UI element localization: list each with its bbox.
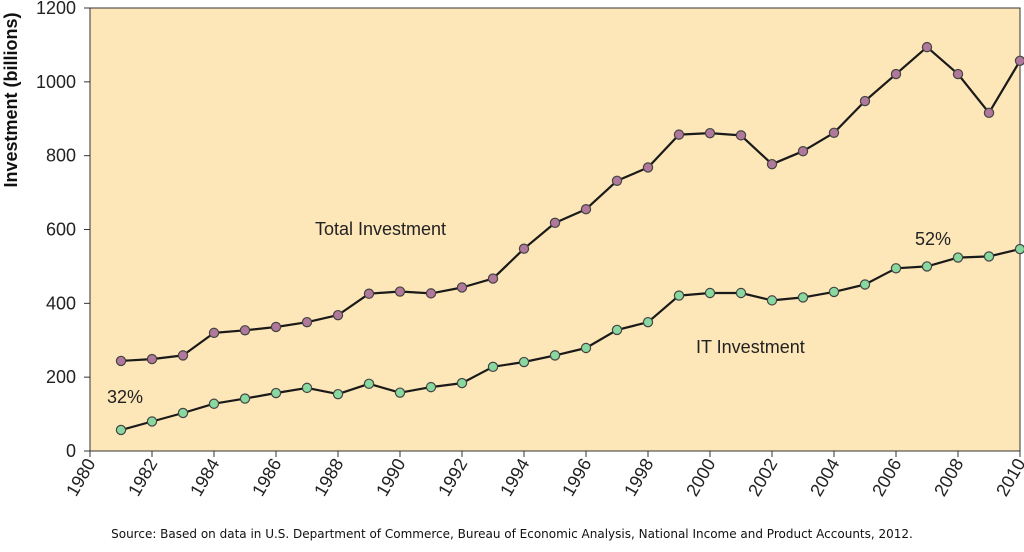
y-tick-label: 1200 <box>36 0 76 18</box>
y-tick-label: 400 <box>46 293 76 313</box>
data-point <box>208 327 220 339</box>
annotation-start-share: 32% <box>107 387 143 407</box>
data-point <box>115 355 127 367</box>
data-point <box>239 393 251 404</box>
data-point <box>704 287 716 299</box>
x-tick-label: 1988 <box>310 455 347 500</box>
source-note: Source: Based on data in U.S. Department… <box>111 527 913 541</box>
series-lines <box>120 45 1021 432</box>
data-point <box>208 398 220 409</box>
series-line-1 <box>120 248 1021 432</box>
y-tick-label: 0 <box>66 441 76 461</box>
data-point <box>983 251 995 262</box>
data-point <box>518 356 530 368</box>
x-axis-ticks: 1980 1982 1984 1986 1988 1990 1992 1994 1996 1998… <box>62 451 1024 500</box>
data-point <box>456 377 468 389</box>
data-point <box>332 388 344 400</box>
y-tick-label: 600 <box>46 220 76 240</box>
data-point <box>921 261 933 272</box>
data-point <box>673 290 685 301</box>
data-point <box>394 387 406 398</box>
x-tick-label: 2008 <box>930 455 967 500</box>
data-point <box>828 286 840 298</box>
data-point <box>611 175 623 186</box>
series-label-it-investment: IT Investment <box>696 337 805 357</box>
data-point <box>177 407 189 419</box>
data-point <box>642 162 654 173</box>
data-point <box>270 387 282 399</box>
data-point <box>456 282 468 293</box>
data-point <box>301 316 313 328</box>
x-tick-label: 2006 <box>868 455 905 500</box>
data-point <box>890 263 902 274</box>
data-point <box>797 146 809 157</box>
x-tick-label: 2010 <box>992 455 1024 500</box>
x-tick-label: 1990 <box>372 455 409 500</box>
data-point <box>828 127 840 138</box>
data-point <box>394 286 406 297</box>
data-point <box>859 279 871 290</box>
series-points <box>115 41 1024 436</box>
x-tick-label: 1984 <box>186 455 223 500</box>
data-point <box>425 288 437 299</box>
data-point <box>797 292 809 303</box>
data-point <box>735 287 747 299</box>
data-point <box>270 321 282 333</box>
data-point <box>983 107 995 119</box>
x-tick-label: 1994 <box>496 455 533 500</box>
y-axis-label: Investment (billions) <box>1 12 21 187</box>
data-point <box>549 350 561 361</box>
data-point <box>301 382 313 394</box>
data-point <box>363 288 375 299</box>
data-point <box>611 324 623 336</box>
data-point <box>921 41 933 53</box>
data-point <box>890 68 902 80</box>
data-point <box>1014 243 1024 255</box>
x-tick-label: 2002 <box>744 455 781 500</box>
series-line-0 <box>120 45 1021 362</box>
data-point <box>673 129 685 140</box>
data-point <box>766 158 778 170</box>
data-point <box>1014 55 1024 66</box>
data-point <box>952 68 964 80</box>
x-tick-label: 2000 <box>682 455 719 500</box>
y-tick-label: 800 <box>46 146 76 166</box>
y-axis-ticks: 0 200 400 600 800 1000 1200 <box>36 0 90 461</box>
data-point <box>146 353 158 365</box>
x-tick-label: 2004 <box>806 455 843 500</box>
data-point <box>549 217 561 229</box>
x-tick-label: 1998 <box>620 455 657 500</box>
annotation-end-share: 52% <box>915 229 951 249</box>
x-tick-label: 1980 <box>62 455 99 500</box>
data-point <box>425 381 437 393</box>
x-tick-label: 1982 <box>124 455 161 500</box>
data-point <box>952 252 964 263</box>
data-point <box>642 316 654 328</box>
data-point <box>766 295 778 306</box>
series-label-total-investment: Total Investment <box>315 219 446 239</box>
x-tick-label: 1986 <box>248 455 285 500</box>
data-point <box>363 378 375 390</box>
data-point <box>487 273 499 284</box>
plot-area <box>89 7 1021 452</box>
data-point <box>177 350 189 361</box>
data-point <box>487 361 499 373</box>
y-tick-label: 200 <box>46 367 76 387</box>
data-point <box>332 309 344 321</box>
data-point <box>115 424 127 436</box>
y-tick-label: 1000 <box>36 72 76 92</box>
data-point <box>518 243 530 254</box>
x-tick-label: 1992 <box>434 455 471 500</box>
data-point <box>146 416 158 427</box>
data-point <box>859 95 871 107</box>
data-point <box>580 203 592 215</box>
data-point <box>580 342 592 354</box>
x-tick-label: 1996 <box>558 455 595 500</box>
data-point <box>704 127 716 139</box>
data-point <box>239 325 251 336</box>
data-point <box>735 130 747 141</box>
